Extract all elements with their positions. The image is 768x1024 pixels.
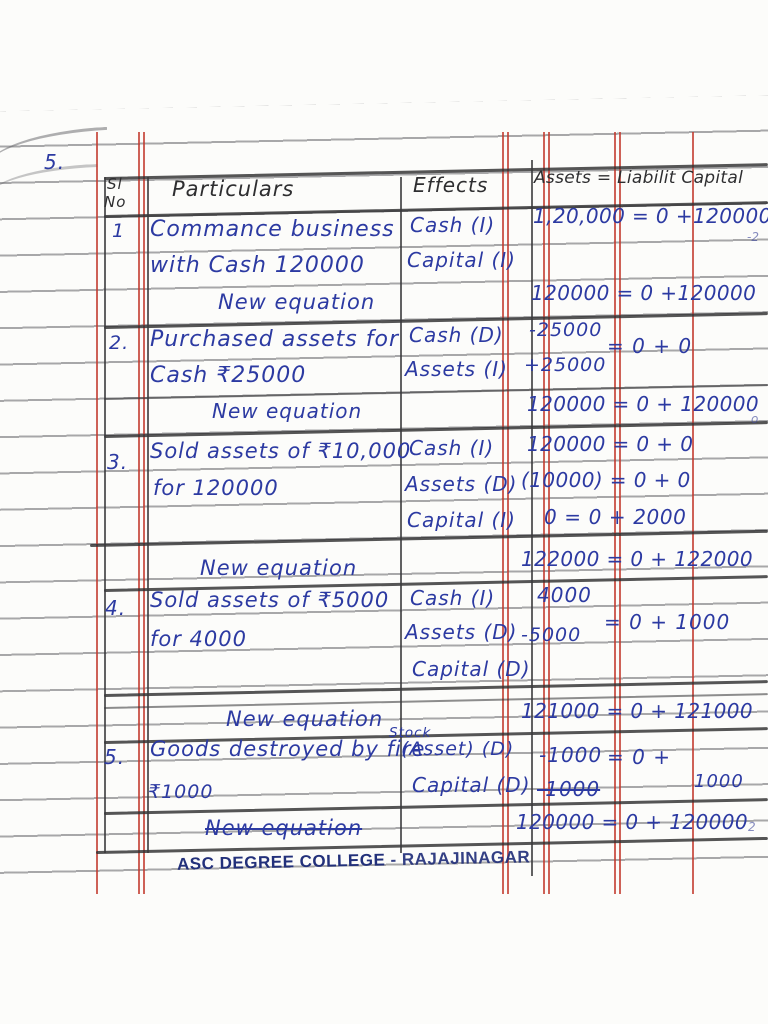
row5-effect2: Capital (D): [412, 773, 531, 797]
row5-new-equation-value: 120000 = 0 + 120000: [516, 810, 748, 834]
row3-effect3: Capital (I): [407, 508, 516, 532]
row4-new-equation-value: 121000 = 0 + 121000: [521, 699, 753, 723]
row2-particulars-line1: Purchased assets for: [150, 327, 400, 352]
red-margin-line: [619, 132, 621, 894]
row5-effect1-value: -1000: [539, 743, 603, 767]
row1-particulars-line2: with Cash 120000: [150, 253, 365, 278]
edge-mark: 2: [748, 820, 756, 834]
row5-effect2-correction: 1000: [694, 771, 744, 792]
row4-effect2-value: -5000: [521, 624, 582, 646]
row4-number: 4.: [105, 596, 127, 620]
row1-particulars-line1: Commance business: [150, 217, 395, 242]
header-effects: Effects: [413, 173, 489, 197]
row3-particulars-line2: for 120000: [153, 476, 279, 500]
table-left-border: [104, 177, 107, 853]
row4-particulars-line2: for 4000: [150, 627, 247, 651]
row2-number: 2.: [109, 332, 130, 354]
row5-effect1-superscript: Stock: [389, 725, 432, 741]
red-margin-line: [502, 132, 504, 894]
row1-effect2: Capital (I): [407, 248, 516, 272]
red-margin-line: [692, 132, 694, 894]
row3-effect2: Assets (D): [405, 472, 518, 496]
edge-mark: o: [751, 412, 759, 426]
header-slno-line2: No: [104, 193, 127, 211]
row2-effect2: Assets (I): [405, 357, 508, 381]
row1-effect1: Cash (I): [410, 213, 496, 237]
row3-effect1-value: 120000 = 0 + 0: [527, 432, 694, 456]
red-margin-line: [96, 132, 98, 894]
row5-effect2-value-struck: -1000: [537, 777, 601, 801]
row2-effect1: Cash (D): [409, 323, 504, 347]
red-margin-line: [614, 132, 616, 894]
row3-effect3-value: 0 = 0 + 2000: [544, 505, 687, 529]
red-margin-line: [548, 132, 550, 894]
row5-effect1: (Asset) (D): [401, 738, 515, 760]
row3-effect1: Cash (I): [409, 436, 495, 460]
row4-effect1: Cash (I): [410, 586, 496, 610]
row4-combined-result: = 0 + 1000: [604, 610, 731, 634]
row2-new-equation-value: 120000 = 0 + 120000: [527, 392, 759, 416]
red-margin-line: [507, 132, 509, 894]
row2-new-equation-label: New equation: [212, 399, 363, 423]
edge-mark: -2: [747, 230, 759, 244]
row3-number: 3.: [107, 450, 129, 474]
red-margin-line: [143, 132, 145, 894]
row1-new-equation-value: 120000 = 0 +120000: [531, 281, 757, 305]
college-location: - RAJAJINAGAR: [385, 847, 531, 870]
row1-equation1: 1,20,000 = 0 +120000: [533, 204, 768, 228]
row1-new-equation-label: New equation: [218, 290, 376, 314]
red-margin-line: [138, 132, 140, 894]
college-name: ASC DEGREE COLLEGE: [176, 850, 386, 874]
row5-particulars-line2: ₹1000: [148, 781, 214, 803]
row5-new-equation-label: New equation: [205, 816, 363, 840]
row3-particulars-line1: Sold assets of ₹10,000: [150, 439, 412, 463]
row4-effect1-value: 4000: [537, 583, 592, 607]
header-equation: Assets = Liabilit Capital: [534, 168, 744, 188]
header-slno-line1: Sl: [107, 175, 123, 193]
row1-number: 1: [112, 220, 126, 242]
row5-combined-result: = 0 +: [607, 745, 671, 769]
row4-effect2: Assets (D): [405, 620, 518, 644]
row5-number: 5.: [104, 745, 126, 769]
particulars-column-border: [400, 177, 403, 853]
row3-new-equation-label: New equation: [200, 556, 358, 580]
slno-column-border: [147, 177, 150, 853]
row3-effect2-value: (10000) = 0 + 0: [521, 468, 691, 492]
row4-effect3: Capital (D): [412, 657, 531, 681]
row3-new-equation-value: 122000 = 0 + 122000: [521, 547, 753, 571]
page-number-note: 5.: [44, 150, 66, 174]
row2-effect1-value: -25000: [529, 319, 603, 341]
row4-new-equation-label: New equation: [226, 707, 384, 731]
effects-column-border: [531, 160, 534, 876]
red-margin-line: [543, 132, 545, 894]
header-particulars: Particulars: [172, 177, 295, 201]
row4-particulars-line1: Sold assets of ₹5000: [150, 588, 390, 612]
row2-combined-result: = 0 + 0: [607, 334, 693, 358]
row2-particulars-line2: Cash ₹25000: [150, 363, 307, 388]
row2-effect2-value: +25000: [524, 354, 607, 376]
row5-particulars-line1: Goods destroyed by fire: [150, 737, 426, 761]
